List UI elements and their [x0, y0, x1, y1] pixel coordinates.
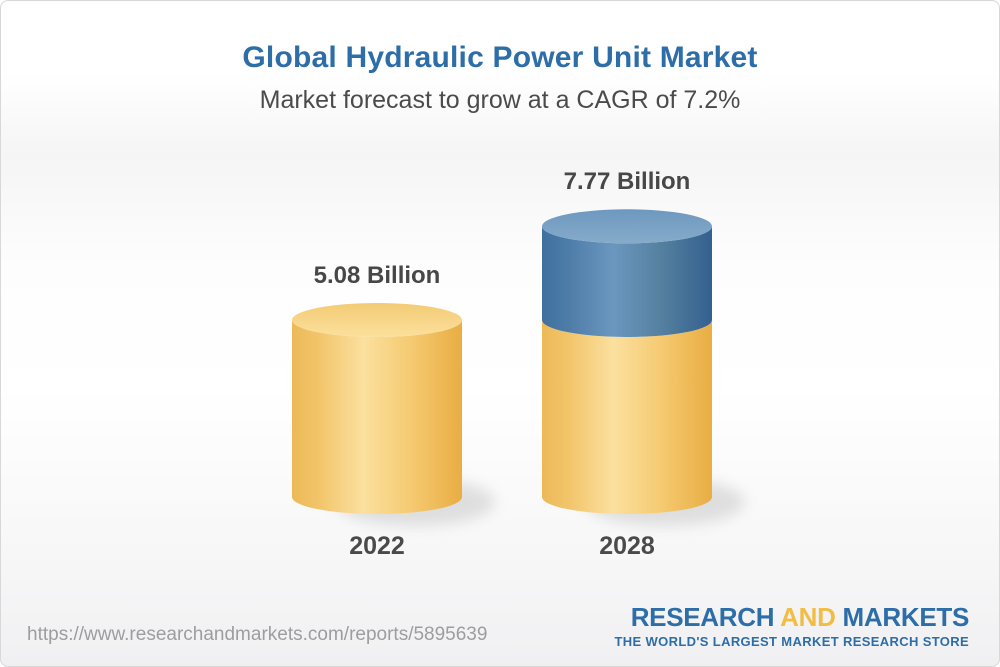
- page-title: Global Hydraulic Power Unit Market: [242, 41, 758, 74]
- logo-word-markets: MARKETS: [842, 602, 970, 632]
- page-subtitle: Market forecast to grow at a CAGR of 7.2…: [259, 86, 741, 114]
- category-label: 2028: [599, 532, 655, 560]
- category-label: 2022: [349, 532, 405, 560]
- cylinder-segment-blue: [542, 226, 712, 338]
- cylinder-top: [292, 303, 462, 338]
- research-and-markets-logo: RESEARCH AND MARKETS THE WORLD'S LARGEST…: [615, 604, 970, 648]
- logo-wordmark: RESEARCH AND MARKETS: [615, 604, 970, 630]
- cylinder-segment-gold: [292, 320, 462, 514]
- value-label: 7.77 Billion: [563, 168, 691, 196]
- logo-word-and: AND: [780, 602, 836, 632]
- cylinder-segment-gold: [542, 320, 712, 514]
- cylinder-top: [542, 209, 712, 244]
- logo-word-research: RESEARCH: [630, 602, 775, 632]
- logo-tagline: THE WORLD'S LARGEST MARKET RESEARCH STOR…: [614, 634, 969, 649]
- value-label: 5.08 Billion: [313, 262, 441, 289]
- report-url: https://www.researchandmarkets.com/repor…: [27, 624, 488, 645]
